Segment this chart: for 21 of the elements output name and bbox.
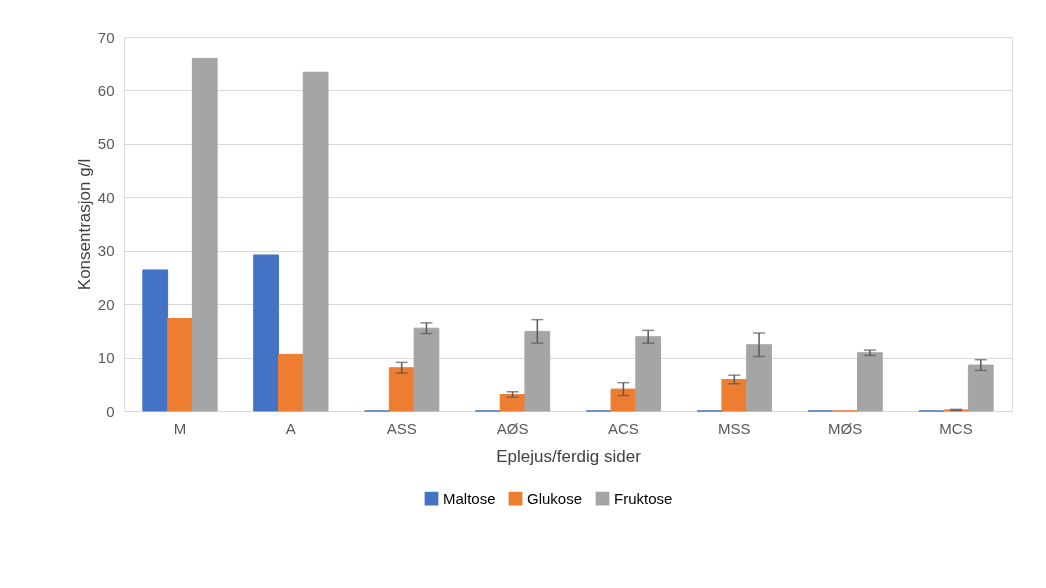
x-tick-label: AØS [496,419,529,437]
x-tick-label: ASS [386,419,417,437]
y-tick-label: 70 [97,28,115,46]
y-tick-label: 40 [97,188,115,206]
y-tick-label: 10 [97,349,115,367]
y-axis-title: Konsentrasjon g/l [74,158,94,291]
y-tick-label: 60 [97,81,115,99]
x-tick-label: A [285,419,296,437]
legend-label: Glukose [527,489,583,507]
x-tick-label: M [173,419,187,437]
legend-label: Fruktose [614,489,673,507]
x-tick-label: MØS [828,419,863,437]
x-tick-label: MCS [939,419,973,437]
y-tick-label: 30 [97,242,115,260]
x-tick-label: ACS [608,419,639,437]
x-tick-label: MSS [718,419,751,437]
legend-label: Maltose [443,489,496,507]
y-tick-label: 0 [106,402,115,420]
y-tick-label: 50 [97,135,115,153]
x-axis-title: Eplejus/ferdig sider [496,446,642,466]
y-tick-label: 20 [97,295,115,313]
